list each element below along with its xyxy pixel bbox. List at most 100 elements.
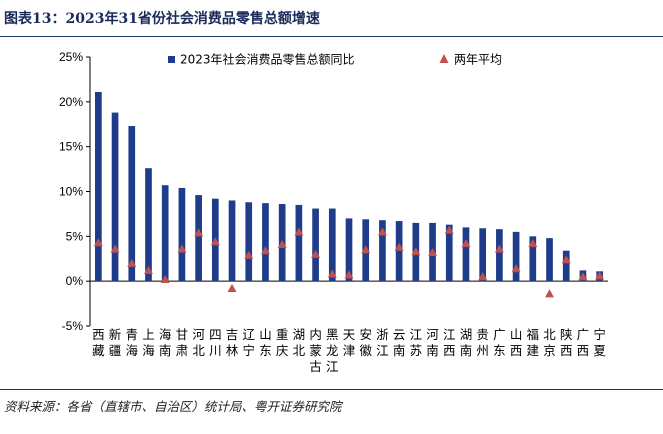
bar-chart: -5%0%5%10%15%20%25%西藏新疆青海上海海南甘肃河北四川吉林辽宁山…	[59, 50, 608, 374]
y-tick-label: 0%	[66, 274, 84, 288]
category-label: 新疆	[109, 327, 122, 358]
average-marker	[210, 237, 220, 246]
category-label: 海南	[159, 327, 172, 358]
bar	[228, 200, 236, 282]
average-marker	[444, 225, 454, 234]
category-label: 河南	[426, 327, 439, 358]
category-label: 吉林	[226, 327, 239, 358]
average-marker	[595, 271, 605, 280]
average-marker	[260, 246, 270, 255]
category-label: 西藏	[92, 327, 105, 358]
category-label: 浙江	[376, 327, 389, 358]
category-label: 甘肃	[176, 327, 189, 358]
category-label: 安徽	[359, 327, 372, 358]
average-marker	[561, 255, 571, 264]
category-label: 湖北	[293, 327, 306, 358]
bar	[295, 204, 303, 282]
category-label: 贵州	[476, 327, 489, 358]
average-marker	[127, 258, 137, 267]
average-marker	[294, 227, 304, 236]
average-marker	[411, 247, 421, 256]
y-tick-label: 15%	[59, 140, 83, 154]
category-label: 青海	[126, 327, 139, 358]
bar	[529, 236, 537, 282]
average-marker	[377, 227, 387, 236]
bar	[312, 208, 319, 282]
category-label: 重庆	[276, 327, 289, 358]
bar	[395, 221, 403, 282]
y-tick-label: -5%	[62, 319, 84, 333]
average-marker	[511, 264, 521, 273]
average-marker	[344, 270, 354, 279]
category-label: 江西	[443, 327, 456, 358]
average-marker	[311, 249, 321, 258]
legend-marker-swatch	[439, 54, 449, 63]
average-marker	[143, 265, 153, 275]
average-marker	[93, 238, 103, 247]
bar	[145, 168, 152, 282]
category-label: 山东	[259, 327, 272, 358]
category-label: 陕西	[560, 327, 573, 358]
y-tick-label: 25%	[59, 50, 83, 64]
average-marker	[494, 244, 504, 253]
average-marker	[478, 272, 488, 281]
average-marker	[244, 250, 254, 259]
category-label: 福建	[527, 327, 540, 358]
category-label: 江苏	[410, 327, 423, 358]
average-marker	[428, 247, 438, 257]
bar	[262, 203, 269, 282]
legend-bar-label: 2023年社会消费品零售总额同比	[180, 52, 355, 67]
category-label: 上海	[142, 327, 155, 358]
bar	[445, 224, 453, 282]
average-marker	[361, 245, 371, 254]
average-marker	[277, 239, 287, 249]
bar	[496, 229, 503, 282]
category-label: 宁夏	[593, 327, 606, 358]
average-marker	[545, 289, 555, 298]
category-label: 北京	[543, 327, 556, 358]
average-marker	[394, 242, 404, 251]
bar	[479, 228, 487, 282]
category-label: 天津	[343, 327, 356, 358]
category-label: 湖南	[460, 327, 473, 358]
average-marker	[110, 244, 120, 253]
y-tick-label: 20%	[59, 95, 83, 109]
bar	[128, 126, 136, 282]
average-marker	[528, 239, 538, 248]
average-marker	[461, 239, 471, 248]
category-label: 黑龙江	[326, 327, 339, 374]
category-label: 河北	[192, 327, 205, 358]
title-bar: 图表13：2023年31省份社会消费品零售总额增速	[0, 0, 663, 34]
bar	[161, 185, 169, 282]
bar	[178, 187, 186, 282]
average-marker	[578, 272, 588, 281]
bar	[462, 227, 470, 282]
average-marker	[177, 244, 187, 253]
category-label: 云南	[393, 327, 406, 358]
source-note: 资料来源：各省（直辖市、自治区）统计局、粤开证券研究院	[4, 399, 342, 414]
bar	[95, 91, 102, 282]
bar	[245, 202, 253, 282]
average-marker	[160, 274, 170, 283]
bar	[195, 195, 202, 282]
legend-marker-label: 两年平均	[454, 53, 502, 67]
average-marker	[327, 269, 337, 278]
legend-bar-swatch	[168, 56, 175, 63]
bar	[379, 220, 386, 282]
y-tick-label: 5%	[66, 229, 84, 243]
category-label: 四川	[209, 327, 222, 358]
bar	[111, 112, 119, 282]
source-divider	[0, 389, 663, 390]
figure-title: 图表13：2023年31省份社会消费品零售总额增速	[4, 11, 320, 27]
bar	[328, 208, 336, 282]
bar	[512, 231, 520, 282]
average-marker	[194, 228, 204, 237]
title-divider	[0, 36, 663, 37]
average-marker	[227, 283, 237, 292]
category-label: 内蒙古	[309, 327, 322, 374]
bar	[562, 250, 570, 282]
category-label: 广西	[577, 327, 590, 358]
y-tick-label: 10%	[59, 185, 83, 199]
bar	[345, 218, 353, 282]
bar	[546, 238, 553, 282]
